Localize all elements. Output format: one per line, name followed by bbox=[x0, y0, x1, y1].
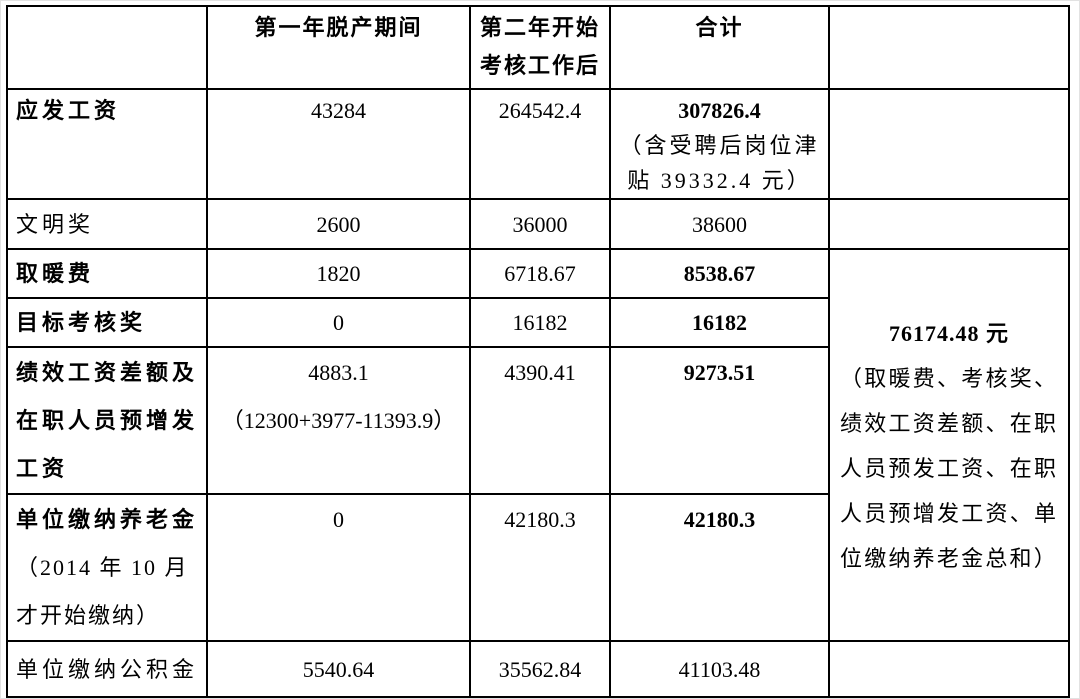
cell-year1: 2600 bbox=[206, 198, 471, 250]
total-note: （含受聘后岗位津贴 39332.4 元） bbox=[619, 133, 820, 193]
header-blank-right bbox=[828, 5, 1070, 90]
row-label: 文明奖 bbox=[6, 198, 208, 250]
salary-table: 第一年脱产期间 第二年开始考核工作后 合计 应发工资 43284 264542.… bbox=[6, 5, 1070, 698]
summary-amount: 76174.48 元 bbox=[888, 320, 1009, 346]
header-year2: 第二年开始考核工作后 bbox=[469, 5, 611, 90]
cell-year1: 1820 bbox=[206, 248, 471, 299]
cell-total: 8538.67 bbox=[609, 248, 830, 299]
cell-year1: 0 bbox=[206, 493, 471, 642]
header-year1: 第一年脱产期间 bbox=[206, 5, 471, 90]
cell-total: 16182 bbox=[609, 297, 830, 348]
cell-year2: 35562.84 bbox=[469, 640, 611, 698]
cell-year2: 4390.41 bbox=[469, 346, 611, 495]
cell-remark-empty bbox=[828, 640, 1070, 698]
cell-year2: 36000 bbox=[469, 198, 611, 250]
row-label: 单位缴纳养老金 bbox=[16, 507, 199, 532]
row-label-cell: 单位缴纳养老金 （2014 年 10 月才开始缴纳） bbox=[6, 493, 208, 642]
row-label: 单位缴纳公积金 bbox=[6, 640, 208, 698]
cell-total: 9273.51 bbox=[609, 346, 830, 495]
cell-total: 41103.48 bbox=[609, 640, 830, 698]
row-label: 绩效工资差额及在职人员预增发工资 bbox=[6, 346, 208, 495]
cell-year2: 6718.67 bbox=[469, 248, 611, 299]
cell-total: 307826.4 （含受聘后岗位津贴 39332.4 元） bbox=[609, 88, 830, 200]
table-row-wenming-jiang: 文明奖 2600 36000 38600 bbox=[6, 198, 1070, 250]
cell-year2: 16182 bbox=[469, 297, 611, 348]
cell-year1: 5540.64 bbox=[206, 640, 471, 698]
summary-note: （取暖费、考核奖、绩效工资差额、在职人员预发工资、在职人员预增发工资、单位缴纳养… bbox=[840, 365, 1058, 571]
cell-year1: 0 bbox=[206, 297, 471, 348]
year1-formula: （12300+3977-11393.9） bbox=[221, 408, 456, 433]
row-label: 目标考核奖 bbox=[6, 297, 208, 348]
cell-year2: 42180.3 bbox=[469, 493, 611, 642]
cell-remark-empty bbox=[828, 88, 1070, 200]
cell-total: 42180.3 bbox=[609, 493, 830, 642]
table-row-gongjijin: 单位缴纳公积金 5540.64 35562.84 41103.48 bbox=[6, 640, 1070, 698]
row-label-note: （2014 年 10 月才开始缴纳） bbox=[16, 555, 189, 628]
table-row-jixiao-gongzi: 绩效工资差额及在职人员预增发工资 4883.1 （12300+3977-1139… bbox=[6, 346, 1069, 495]
row-label: 应发工资 bbox=[6, 88, 208, 200]
total-value: 307826.4 bbox=[678, 98, 761, 123]
table-row-qunuan-fei: 取暖费 1820 6718.67 8538.67 76174.48 元 （取暖费… bbox=[6, 248, 1070, 642]
cell-total: 38600 bbox=[609, 198, 830, 250]
cell-year1: 43284 bbox=[206, 88, 471, 200]
header-row: 第一年脱产期间 第二年开始考核工作后 合计 bbox=[6, 5, 1070, 90]
header-total: 合计 bbox=[609, 5, 830, 90]
cell-year1: 4883.1 （12300+3977-11393.9） bbox=[206, 346, 471, 495]
table-row-mubiao-kaohe-jiang: 目标考核奖 0 16182 16182 bbox=[6, 297, 1069, 348]
cell-remark-empty bbox=[828, 198, 1070, 250]
row-label: 取暖费 bbox=[6, 248, 208, 299]
header-blank-left bbox=[6, 5, 208, 90]
cell-year2: 264542.4 bbox=[469, 88, 611, 200]
summary-merged-cell: 76174.48 元 （取暖费、考核奖、绩效工资差额、在职人员预发工资、在职人员… bbox=[828, 248, 1070, 642]
table-row-yanglaojin: 单位缴纳养老金 （2014 年 10 月才开始缴纳） 0 42180.3 421… bbox=[6, 493, 1069, 642]
year1-value: 4883.1 bbox=[308, 360, 369, 385]
table-row-yingfa-gongzi: 应发工资 43284 264542.4 307826.4 （含受聘后岗位津贴 3… bbox=[6, 88, 1070, 200]
